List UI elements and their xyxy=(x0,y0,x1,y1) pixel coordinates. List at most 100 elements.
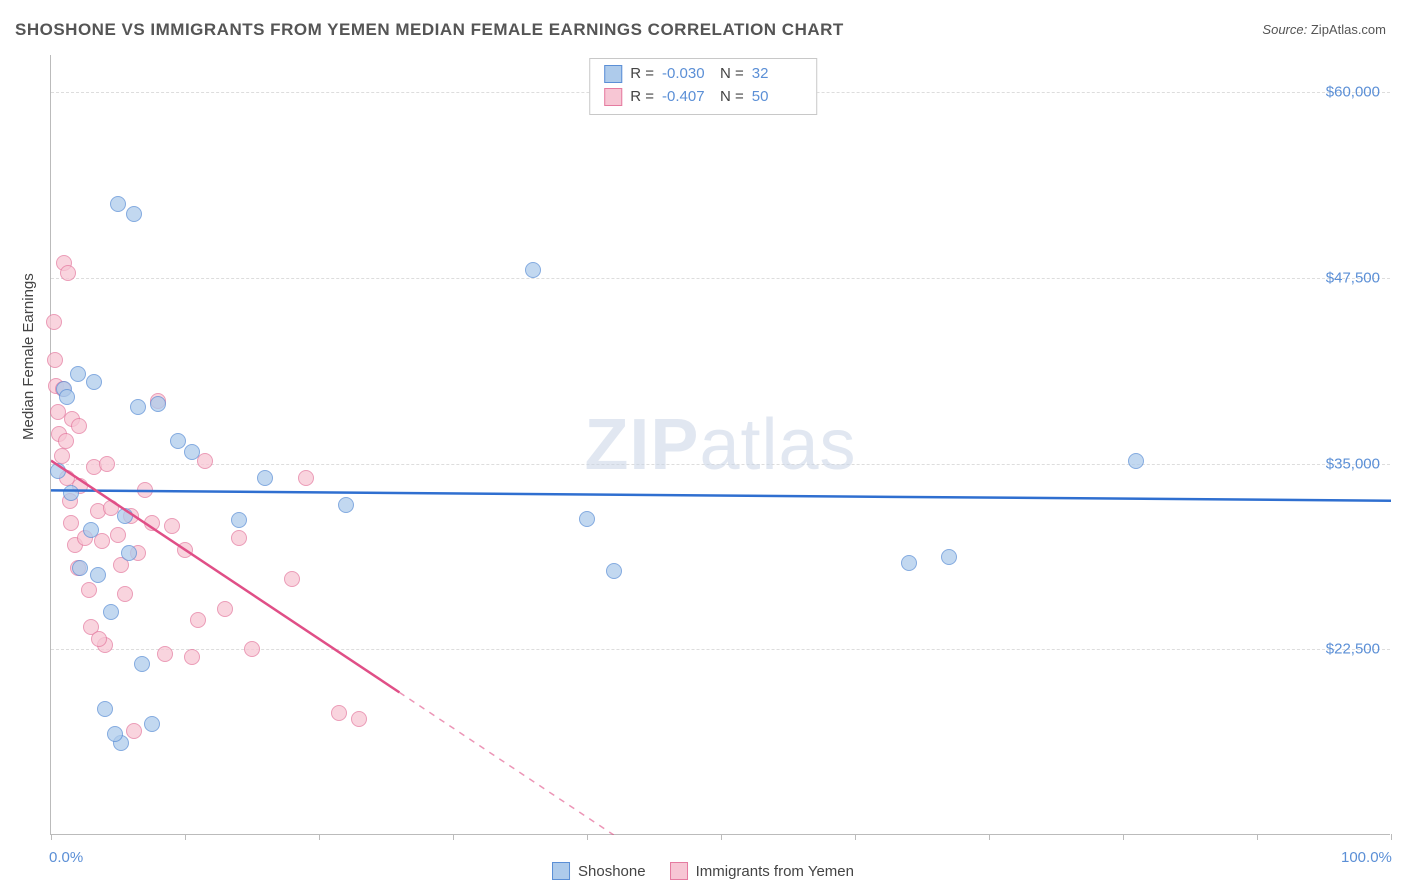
scatter-point-shoshone xyxy=(606,563,622,579)
scatter-point-yemen xyxy=(126,723,142,739)
scatter-point-shoshone xyxy=(525,262,541,278)
scatter-point-yemen xyxy=(99,456,115,472)
gridline-h xyxy=(51,278,1390,279)
scatter-point-shoshone xyxy=(1128,453,1144,469)
scatter-point-shoshone xyxy=(121,545,137,561)
source-value: ZipAtlas.com xyxy=(1311,22,1386,37)
scatter-point-yemen xyxy=(164,518,180,534)
n-label: N = xyxy=(720,86,744,109)
scatter-point-shoshone xyxy=(231,512,247,528)
x-tick xyxy=(989,834,990,840)
scatter-point-yemen xyxy=(177,542,193,558)
scatter-point-shoshone xyxy=(83,522,99,538)
scatter-point-shoshone xyxy=(107,726,123,742)
x-tick xyxy=(453,834,454,840)
scatter-point-yemen xyxy=(63,515,79,531)
scatter-plot-area: ZIPatlas $22,500$35,000$47,500$60,0000.0… xyxy=(50,55,1390,835)
n-label: N = xyxy=(720,63,744,86)
scatter-point-shoshone xyxy=(130,399,146,415)
scatter-point-yemen xyxy=(190,612,206,628)
source-label: Source: xyxy=(1262,22,1307,37)
y-tick-label: $22,500 xyxy=(1326,641,1380,658)
r-label: R = xyxy=(630,63,654,86)
scatter-point-shoshone xyxy=(134,656,150,672)
watermark-atlas: atlas xyxy=(699,405,856,485)
scatter-point-shoshone xyxy=(90,567,106,583)
scatter-point-shoshone xyxy=(86,374,102,390)
x-tick xyxy=(1391,834,1392,840)
x-tick-label: 100.0% xyxy=(1341,849,1392,866)
watermark-zip: ZIP xyxy=(584,405,699,485)
x-tick xyxy=(319,834,320,840)
legend-item-shoshone: Shoshone xyxy=(552,862,646,880)
scatter-point-yemen xyxy=(244,641,260,657)
scatter-point-shoshone xyxy=(72,560,88,576)
x-tick xyxy=(51,834,52,840)
swatch-shoshone xyxy=(604,65,622,83)
gridline-h xyxy=(51,464,1390,465)
y-tick-label: $47,500 xyxy=(1326,269,1380,286)
trend-lines xyxy=(51,55,1391,835)
scatter-point-shoshone xyxy=(110,196,126,212)
scatter-point-shoshone xyxy=(50,463,66,479)
scatter-point-yemen xyxy=(81,582,97,598)
scatter-point-yemen xyxy=(298,470,314,486)
shoshone-n-value: 32 xyxy=(752,63,802,86)
scatter-point-shoshone xyxy=(63,485,79,501)
scatter-point-yemen xyxy=(157,646,173,662)
scatter-point-yemen xyxy=(50,404,66,420)
scatter-point-yemen xyxy=(144,515,160,531)
scatter-point-yemen xyxy=(58,433,74,449)
watermark: ZIPatlas xyxy=(584,404,856,486)
scatter-point-yemen xyxy=(60,265,76,281)
x-tick xyxy=(185,834,186,840)
scatter-point-shoshone xyxy=(97,701,113,717)
yemen-n-value: 50 xyxy=(752,86,802,109)
scatter-point-yemen xyxy=(91,631,107,647)
scatter-point-shoshone xyxy=(126,206,142,222)
x-tick xyxy=(587,834,588,840)
legend-label-yemen: Immigrants from Yemen xyxy=(696,863,854,880)
y-axis-title: Median Female Earnings xyxy=(20,273,37,440)
scatter-point-yemen xyxy=(351,711,367,727)
scatter-point-yemen xyxy=(117,586,133,602)
legend-label-shoshone: Shoshone xyxy=(578,863,646,880)
scatter-point-shoshone xyxy=(901,555,917,571)
stats-row-yemen: R = -0.407 N = 50 xyxy=(604,86,802,109)
scatter-point-yemen xyxy=(71,418,87,434)
scatter-point-yemen xyxy=(284,571,300,587)
scatter-point-yemen xyxy=(137,482,153,498)
scatter-point-yemen xyxy=(231,530,247,546)
swatch-shoshone xyxy=(552,862,570,880)
scatter-point-shoshone xyxy=(941,549,957,565)
scatter-point-shoshone xyxy=(144,716,160,732)
y-tick-label: $35,000 xyxy=(1326,455,1380,472)
x-tick xyxy=(1123,834,1124,840)
scatter-point-shoshone xyxy=(257,470,273,486)
x-tick-label: 0.0% xyxy=(49,849,83,866)
scatter-point-shoshone xyxy=(579,511,595,527)
scatter-point-shoshone xyxy=(59,389,75,405)
scatter-point-yemen xyxy=(46,314,62,330)
x-tick xyxy=(721,834,722,840)
scatter-point-shoshone xyxy=(338,497,354,513)
scatter-point-yemen xyxy=(197,453,213,469)
stats-row-shoshone: R = -0.030 N = 32 xyxy=(604,63,802,86)
correlation-stats-box: R = -0.030 N = 32 R = -0.407 N = 50 xyxy=(589,58,817,115)
swatch-yemen xyxy=(604,88,622,106)
scatter-point-yemen xyxy=(47,352,63,368)
scatter-point-yemen xyxy=(110,527,126,543)
chart-title: SHOSHONE VS IMMIGRANTS FROM YEMEN MEDIAN… xyxy=(15,20,844,40)
scatter-point-shoshone xyxy=(184,444,200,460)
scatter-point-yemen xyxy=(184,649,200,665)
bottom-legend: Shoshone Immigrants from Yemen xyxy=(544,860,862,882)
scatter-point-shoshone xyxy=(103,604,119,620)
yemen-r-value: -0.407 xyxy=(662,86,712,109)
x-tick xyxy=(855,834,856,840)
scatter-point-shoshone xyxy=(150,396,166,412)
scatter-point-shoshone xyxy=(70,366,86,382)
scatter-point-yemen xyxy=(331,705,347,721)
legend-item-yemen: Immigrants from Yemen xyxy=(670,862,854,880)
chart-source: Source: ZipAtlas.com xyxy=(1262,22,1386,37)
scatter-point-yemen xyxy=(217,601,233,617)
